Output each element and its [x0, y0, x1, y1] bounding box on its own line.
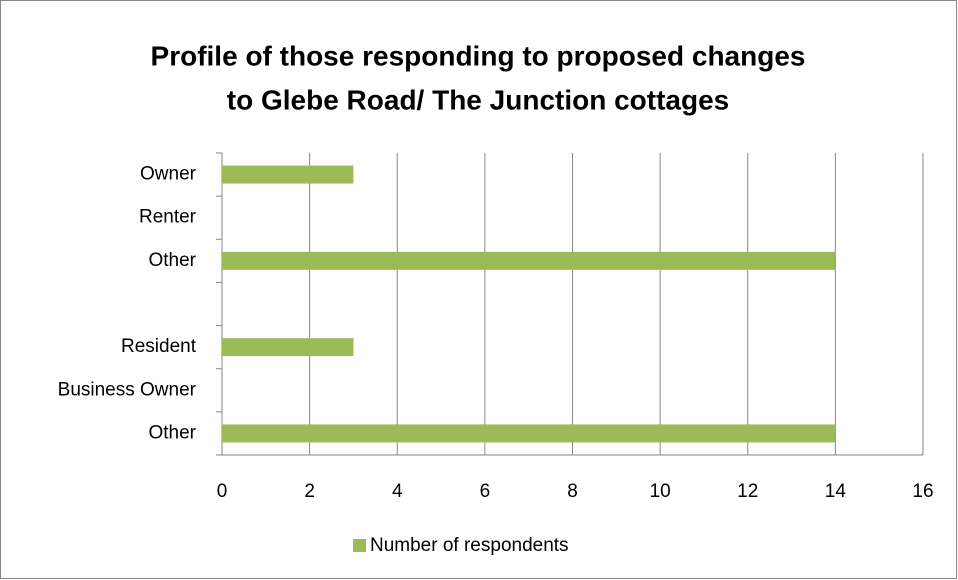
y-tick-label: Resident	[121, 336, 197, 357]
chart-title: Profile of those responding to proposed …	[151, 40, 806, 71]
y-tick-label: Other	[148, 422, 196, 443]
x-tick-label: 8	[567, 481, 578, 502]
bar	[222, 165, 354, 184]
x-tick-label: 16	[912, 481, 933, 502]
chart-title: to Glebe Road/ The Junction cottages	[227, 84, 730, 115]
bar	[222, 251, 836, 270]
y-tick-label: Owner	[140, 164, 197, 185]
y-tick-label: Renter	[139, 207, 197, 228]
x-tick-label: 6	[480, 481, 491, 502]
x-tick-label: 14	[825, 481, 847, 502]
x-tick-label: 0	[217, 481, 228, 502]
x-tick-label: 12	[737, 481, 758, 502]
legend-label: Number of respondents	[370, 535, 569, 556]
x-tick-label: 4	[392, 481, 403, 502]
x-tick-label: 2	[304, 481, 315, 502]
bar	[222, 424, 836, 443]
y-tick-label: Business Owner	[58, 379, 197, 400]
x-tick-label: 10	[650, 481, 671, 502]
legend-swatch	[353, 539, 366, 552]
bar	[222, 338, 354, 357]
y-tick-label: Other	[148, 250, 196, 271]
